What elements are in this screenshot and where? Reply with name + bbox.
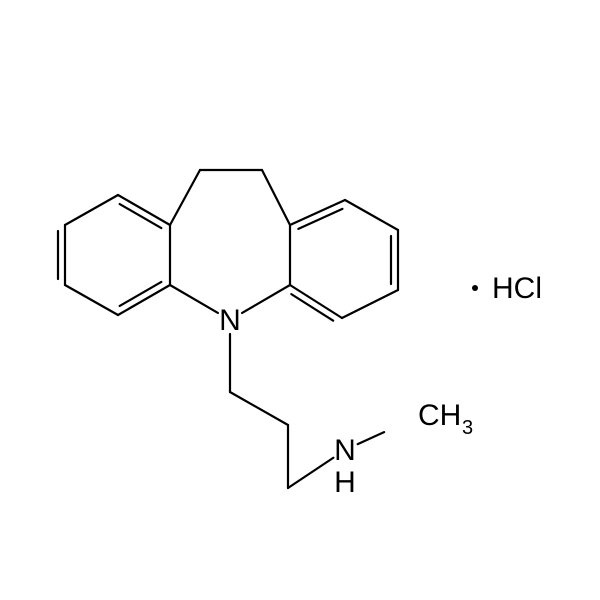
atom-label: N (334, 434, 356, 467)
bond-line (170, 170, 200, 225)
atom-label: H (334, 466, 356, 499)
bond-line (65, 195, 118, 225)
atom-label: 3 (462, 417, 473, 439)
bond-line (262, 170, 290, 225)
bond-line (118, 195, 170, 225)
bond-line (342, 290, 398, 318)
bond-line (170, 285, 218, 313)
bond-line (65, 285, 118, 315)
bond-line (118, 285, 170, 315)
salt-dot (472, 285, 478, 291)
bond-line (288, 458, 333, 488)
bond-line (230, 392, 288, 425)
atom-label: HCl (492, 272, 542, 305)
atom-label: CH (418, 399, 461, 432)
bond-line (290, 285, 342, 318)
bond-line (242, 285, 290, 313)
bond-line (358, 432, 384, 444)
molecule-diagram: NNHCH3HCl (0, 0, 600, 600)
bond-line (345, 200, 398, 230)
atom-label: N (219, 304, 241, 337)
